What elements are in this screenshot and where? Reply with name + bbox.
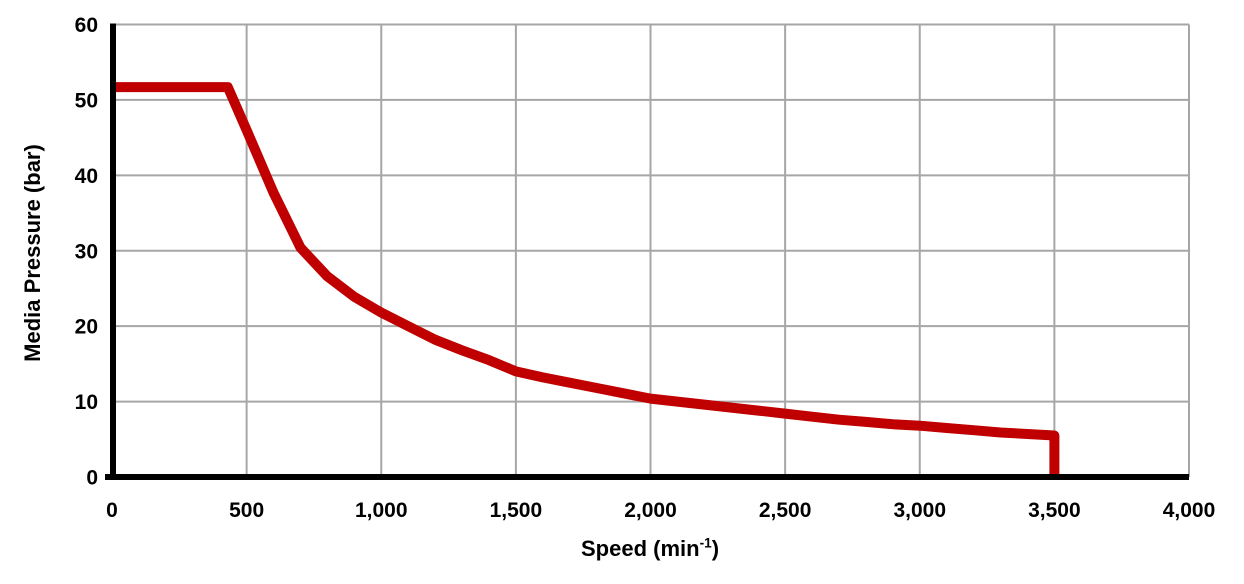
y-tick-label-20: 20	[75, 316, 98, 339]
y-tick-label-10: 10	[75, 391, 98, 414]
x-tick-label-0: 0	[106, 499, 118, 522]
x-axis-title-superscript: -1	[699, 535, 712, 551]
pressure-limit-curve	[112, 82, 1060, 477]
gridlines	[112, 23, 1190, 477]
y-axis-title: Media Pressure (bar)	[20, 144, 45, 362]
series-line-0	[112, 82, 1060, 477]
x-tick-label-3,500: 3,500	[1028, 499, 1081, 522]
x-axis-title-base: Speed (min	[580, 536, 700, 561]
y-tick-label-0: 0	[86, 467, 98, 490]
x-tick-label-3,000: 3,000	[893, 499, 946, 522]
x-tick-label-1,000: 1,000	[355, 499, 408, 522]
y-tick-label-30: 30	[75, 240, 98, 263]
y-tick-label-50: 50	[75, 89, 98, 112]
x-tick-label-2,000: 2,000	[624, 499, 677, 522]
axes	[105, 23, 1189, 480]
x-axis-title-close: )	[711, 536, 720, 561]
x-tick-labels: 0 500 1,000 1,500 2,000 2,500 3,000 3,500 4,000	[106, 499, 1215, 522]
x-tick-label-1,500: 1,500	[490, 499, 543, 522]
x-axis-title: Speed (min-1)	[581, 536, 719, 562]
x-tick-label-2,500: 2,500	[759, 499, 812, 522]
x-tick-label-4,000: 4,000	[1163, 499, 1216, 522]
x-tick-label-500: 500	[229, 499, 264, 522]
y-tick-label-60: 60	[75, 14, 98, 37]
y-tick-labels: 0 10 20 30 40 50 60	[75, 14, 98, 490]
y-tick-label-40: 40	[75, 165, 98, 188]
